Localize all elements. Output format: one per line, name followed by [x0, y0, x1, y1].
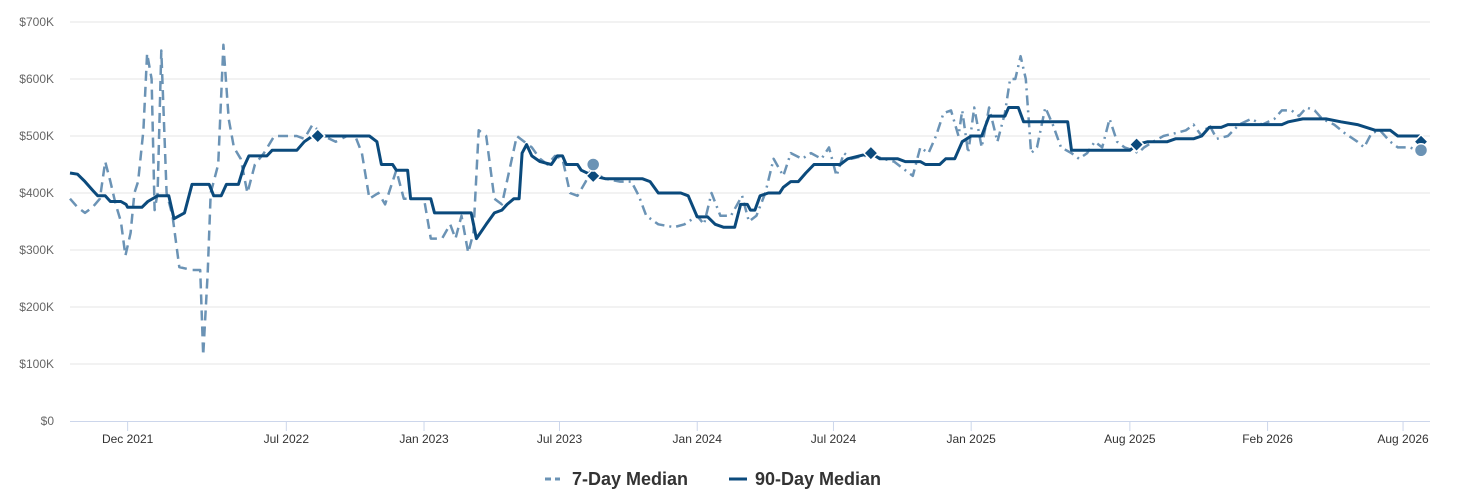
marker-circle — [585, 157, 601, 172]
plot-area — [69, 43, 1421, 357]
x-tick-label: Dec 2021 — [102, 432, 154, 446]
y-tick-label: $700K — [19, 15, 54, 29]
x-tick-label: Jul 2024 — [811, 432, 857, 446]
series-line-7-day-median — [69, 43, 595, 357]
x-tick-label: Jan 2024 — [673, 432, 723, 446]
y-tick-label: $400K — [19, 186, 54, 200]
marker-diamond — [862, 145, 879, 162]
series-line-7-day-median-continued — [592, 54, 1418, 229]
x-tick-label: Aug 2025 — [1104, 432, 1156, 446]
legend-label-7-day-median: 7-Day Median — [572, 469, 688, 489]
grid-lines — [70, 21, 1430, 365]
x-tick-label: Jan 2025 — [946, 432, 996, 446]
marker-diamond — [309, 127, 326, 145]
y-tick-label: $100K — [19, 357, 54, 371]
legend-item-7-day-median[interactable]: 7-Day Median — [545, 469, 688, 489]
y-tick-label: $500K — [19, 129, 54, 143]
legend[interactable]: 7-Day Median 90-Day Median — [545, 469, 881, 489]
marker-diamond — [1128, 136, 1145, 153]
marker-circle — [1413, 143, 1429, 158]
x-tick-label: Jul 2023 — [537, 432, 583, 446]
series-markers — [309, 127, 1430, 184]
series-line-90-day-median — [69, 106, 1421, 241]
x-tick-label: Feb 2026 — [1242, 432, 1293, 446]
y-axis: $0 $100K $200K $300K $400K $500K $600K $700K — [19, 15, 54, 428]
x-tick-label: Jan 2023 — [399, 432, 449, 446]
y-tick-label: $0 — [41, 414, 55, 428]
legend-label-90-day-median: 90-Day Median — [755, 469, 881, 489]
marker-diamond — [585, 167, 602, 184]
y-tick-label: $300K — [19, 243, 54, 257]
legend-item-90-day-median[interactable]: 90-Day Median — [729, 469, 881, 489]
y-tick-label: $600K — [19, 72, 54, 86]
x-tick-label: Aug 2026 — [1377, 432, 1429, 446]
x-axis: Dec 2021 Jul 2022 Jan 2023 Jul 2023 Jan 2024… — [70, 421, 1430, 446]
y-tick-label: $200K — [19, 300, 54, 314]
x-tick-label: Jul 2022 — [264, 432, 310, 446]
